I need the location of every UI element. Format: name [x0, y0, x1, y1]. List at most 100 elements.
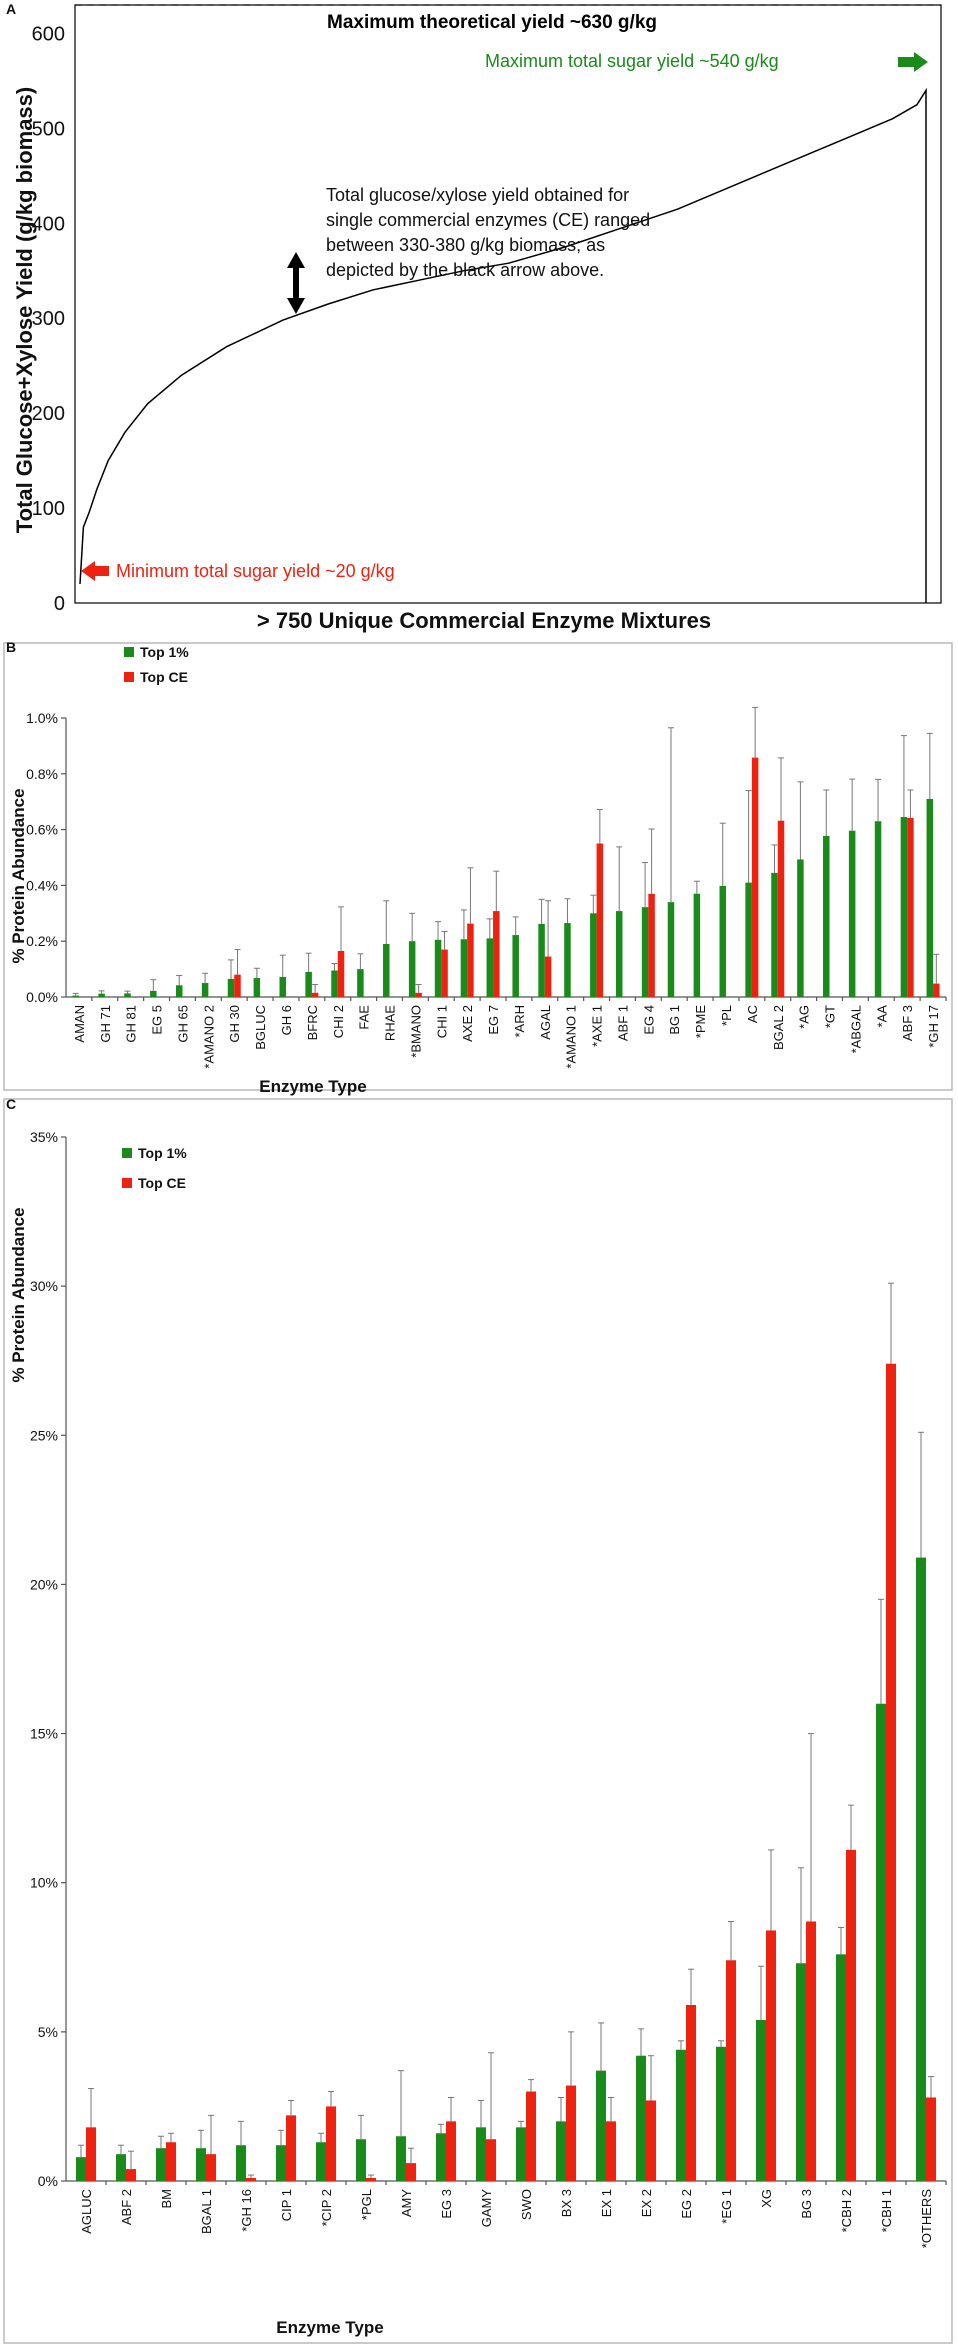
max-yield-annotation: Maximum total sugar yield ~540 g/kg: [485, 51, 779, 71]
x-category-label: GH 30: [227, 1005, 242, 1043]
bar-top-1pct: [564, 923, 571, 997]
x-category-label: AGLUC: [79, 2189, 94, 2234]
bar-top-ce: [446, 2121, 456, 2181]
x-category-label: AC: [745, 1005, 760, 1023]
legend-swatch-topce: [122, 1178, 132, 1188]
bar-top-1pct: [434, 939, 442, 997]
bar-top-ce: [606, 2121, 616, 2181]
bar-top-1pct: [460, 939, 468, 997]
x-category-label: GH 65: [175, 1005, 190, 1043]
x-category-label: *AG: [797, 1005, 812, 1029]
bar-top-ce: [907, 817, 914, 997]
x-category-label: EG 4: [641, 1005, 656, 1035]
y-tick-label: 0.6%: [26, 822, 58, 838]
x-category-label: *AXE 1: [590, 1005, 605, 1047]
bar-top-ce: [648, 893, 655, 997]
x-category-label: *CBH 2: [839, 2189, 854, 2232]
bar-top-1pct: [719, 885, 726, 997]
bar-top-ce: [311, 992, 319, 997]
y-tick-label: 0.0%: [26, 989, 58, 1005]
bar-top-1pct: [745, 882, 752, 997]
y-tick-label: 400: [32, 213, 65, 235]
bar-top-ce: [467, 923, 474, 997]
bar-top-1pct: [590, 913, 597, 997]
bar-top-ce: [493, 911, 500, 997]
black-double-arrow-icon: [287, 252, 305, 314]
y-tick-label: 15%: [30, 1726, 58, 1742]
bar-top-1pct: [356, 2139, 366, 2181]
x-category-label: *PME: [693, 1005, 708, 1039]
bar-top-1pct: [823, 836, 830, 997]
bar-top-ce: [415, 992, 422, 997]
legend-swatch-top1: [122, 1148, 132, 1158]
bar-top-1pct: [408, 941, 416, 997]
bar-top-ce: [126, 2169, 136, 2181]
bar-top-1pct: [175, 985, 183, 997]
bar-top-1pct: [124, 993, 131, 997]
legend-label-top1: Top 1%: [140, 644, 189, 660]
bar-chart-panel-c: C Top 1% Top CE % Protein Abundance Enzy…: [3, 1096, 953, 2344]
x-category-label: AGAL: [538, 1005, 553, 1040]
x-category-label: GAMY: [479, 2189, 494, 2228]
y-tick-label: 600: [32, 23, 65, 45]
bar-top-1pct: [900, 817, 908, 997]
yield-curve: [79, 87, 927, 603]
bar-top-1pct: [331, 970, 338, 997]
x-category-label: ABF 3: [900, 1005, 915, 1041]
x-axis-title-c: Enzyme Type: [276, 2318, 383, 2337]
panel-frame-b: [3, 642, 953, 1091]
x-category-label: *CIP 2: [319, 2189, 334, 2226]
max-theoretical-label: Maximum theoretical yield ~630 g/kg: [327, 12, 657, 33]
bar-top-1pct: [486, 938, 494, 997]
bar-top-1pct: [227, 978, 235, 997]
y-tick-label: 5%: [38, 2024, 58, 2040]
bar-top-1pct: [357, 969, 364, 997]
line-chart-panel-a: A 0 100 200 300 400 500 600 Total Glucose+Xylo…: [6, 1, 942, 633]
x-category-label: *GT: [823, 1005, 838, 1028]
x-category-label: *GH 16: [239, 2189, 254, 2232]
y-tick-label: 0.8%: [26, 766, 58, 782]
bar-top-ce: [596, 843, 604, 997]
bar-top-ce: [366, 2178, 376, 2181]
bar-top-1pct: [556, 2121, 566, 2181]
x-category-label: EG 2: [679, 2189, 694, 2219]
x-category-label: *PL: [719, 1005, 734, 1026]
bar-top-1pct: [796, 1963, 806, 2181]
bar-top-ce: [406, 2163, 416, 2181]
y-tick-label: 200: [32, 403, 65, 425]
y-tick-label: 25%: [30, 1427, 58, 1443]
y-tick-label: 100: [32, 498, 65, 520]
bar-top-1pct: [516, 2127, 526, 2181]
x-category-label: GH 71: [98, 1005, 113, 1043]
bar-top-ce: [526, 2091, 536, 2181]
panel-a: A 0 100 200 300 400 500 600 Total Glucose+Xylo…: [0, 0, 958, 640]
panel-letter-b: B: [6, 639, 16, 655]
x-category-label: CHI 1: [434, 1005, 449, 1038]
x-category-label: *AA: [874, 1005, 889, 1028]
y-tick-label: 30%: [30, 1278, 58, 1294]
y-tick-label: 500: [32, 118, 65, 140]
panel-c: C Top 1% Top CE % Protein Abundance Enzy…: [0, 1095, 958, 2347]
x-category-label: BG 1: [667, 1005, 682, 1035]
bar-top-ce: [206, 2154, 216, 2181]
bar-top-ce: [326, 2106, 336, 2181]
bar-top-1pct: [436, 2133, 446, 2181]
x-category-label: CIP 1: [279, 2189, 294, 2221]
bar-top-1pct: [201, 983, 209, 997]
x-category-label: *PGL: [359, 2189, 374, 2220]
min-yield-annotation: Minimum total sugar yield ~20 g/kg: [116, 561, 395, 581]
legend-label-top1: Top 1%: [138, 1145, 187, 1161]
red-arrow-icon: [81, 561, 109, 581]
bar-top-1pct: [916, 1557, 926, 2181]
bar-top-ce: [86, 2127, 96, 2181]
bar-top-1pct: [383, 943, 390, 997]
y-tick-label: 300: [32, 308, 65, 330]
x-category-label: FAE: [357, 1005, 372, 1030]
y-tick-label: 35%: [30, 1129, 58, 1145]
x-axis-title-b: Enzyme Type: [259, 1077, 366, 1096]
bar-top-1pct: [253, 978, 261, 997]
bar-top-1pct: [236, 2145, 246, 2181]
x-category-label: *BMANO: [408, 1005, 423, 1058]
x-category-label: *GH 17: [926, 1005, 941, 1048]
bar-top-ce: [806, 1921, 816, 2181]
